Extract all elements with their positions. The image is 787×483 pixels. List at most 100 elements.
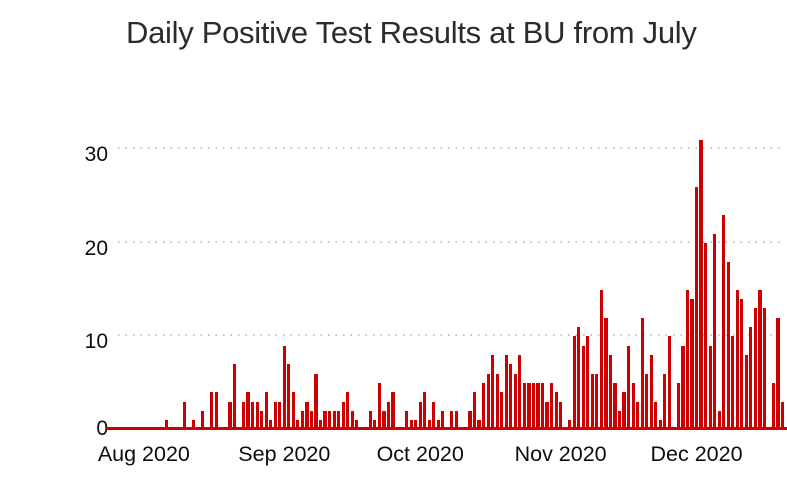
bar	[504, 354, 508, 430]
bar	[586, 336, 590, 430]
x-tick-label-nov: Nov 2020	[514, 442, 607, 466]
chart-title: Daily Positive Test Results at BU from J…	[126, 15, 697, 50]
bar	[731, 336, 735, 430]
y-tick-label-10: 10	[84, 329, 108, 353]
bar	[432, 401, 436, 430]
bar	[599, 289, 603, 430]
bar	[740, 298, 744, 430]
bar	[328, 410, 332, 430]
x-tick-label-oct: Oct 2020	[376, 442, 464, 466]
bar	[622, 392, 626, 430]
bar	[255, 401, 259, 430]
bar	[346, 392, 350, 430]
bar	[626, 345, 631, 430]
bar	[527, 382, 531, 430]
bar	[654, 401, 658, 430]
bar	[214, 392, 218, 430]
bar	[300, 410, 304, 430]
bar	[318, 420, 323, 430]
bar	[427, 420, 431, 430]
bar	[690, 298, 694, 430]
bar	[269, 420, 273, 430]
bar	[604, 317, 608, 430]
bar	[246, 392, 250, 430]
bar	[241, 401, 246, 430]
gridline-30	[118, 147, 783, 150]
bar	[676, 382, 680, 430]
bar	[355, 420, 359, 430]
bar	[296, 420, 300, 430]
bar	[685, 289, 690, 430]
bar	[309, 410, 314, 430]
bar	[278, 401, 282, 430]
bar	[423, 392, 427, 430]
bar	[164, 420, 169, 430]
x-tick-label-dec: Dec 2020	[650, 442, 743, 466]
bar	[595, 373, 599, 430]
bar	[468, 410, 472, 430]
bar	[649, 354, 653, 430]
bar	[477, 420, 481, 430]
bar	[382, 410, 386, 430]
bar	[703, 243, 708, 430]
bar	[495, 373, 499, 430]
bar	[287, 364, 291, 430]
bar	[531, 382, 536, 430]
bar	[405, 410, 409, 430]
bar	[694, 187, 699, 430]
bar	[776, 317, 780, 430]
bar	[613, 382, 617, 430]
bar	[323, 410, 327, 430]
bar	[273, 401, 277, 430]
bar	[264, 392, 268, 430]
bar	[608, 354, 613, 430]
bar	[386, 401, 391, 430]
bar	[414, 420, 418, 430]
bar	[282, 345, 286, 430]
y-tick-label-30: 30	[84, 143, 108, 167]
bar	[450, 410, 454, 430]
bar	[559, 401, 563, 430]
bar	[781, 401, 785, 430]
bar	[341, 401, 345, 430]
bar	[260, 410, 264, 430]
bar	[554, 392, 558, 430]
bar	[645, 373, 649, 430]
bar	[717, 410, 721, 430]
bar	[201, 410, 205, 430]
bar	[590, 373, 594, 430]
bar	[572, 336, 576, 430]
bar	[500, 392, 504, 430]
bar	[726, 261, 730, 430]
gridline-10	[118, 333, 783, 336]
bar	[409, 420, 413, 430]
bar	[744, 354, 748, 430]
x-tick-label-sep: Sep 2020	[238, 442, 331, 466]
bar	[472, 392, 477, 430]
y-tick-label-0: 0	[96, 417, 108, 440]
bar	[640, 317, 644, 430]
bar	[762, 308, 767, 430]
bar	[192, 420, 196, 430]
bar	[758, 289, 762, 430]
bar	[658, 420, 662, 430]
bar	[337, 410, 341, 430]
bar	[699, 140, 703, 430]
bar	[441, 410, 445, 430]
bar	[708, 345, 712, 430]
y-tick-label-20: 20	[84, 236, 108, 260]
bar	[391, 392, 395, 430]
bar	[749, 326, 753, 430]
bar	[771, 382, 776, 430]
bar	[518, 354, 522, 430]
bar	[581, 345, 585, 430]
bar	[332, 410, 336, 430]
bar	[735, 289, 739, 430]
bar	[232, 364, 237, 430]
bar	[491, 354, 495, 430]
bar	[681, 345, 685, 430]
x-tick-label-aug: Aug 2020	[97, 442, 190, 466]
bar	[305, 401, 309, 430]
bar	[436, 420, 440, 430]
bar	[183, 401, 187, 430]
